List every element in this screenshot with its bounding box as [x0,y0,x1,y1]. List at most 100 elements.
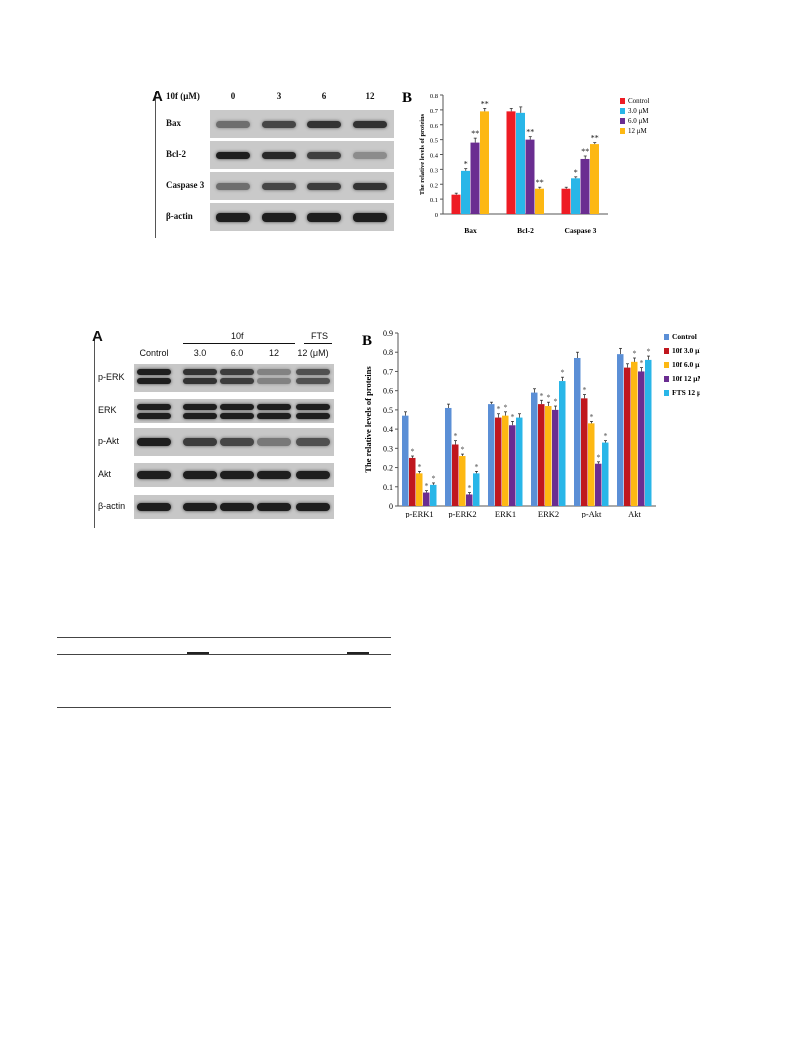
dose-label: 0 [230,91,236,101]
bar [459,456,466,506]
y-tick-label: 0.5 [430,138,438,145]
protein-band [220,471,254,479]
protein-band [262,182,296,190]
significance-marker: * [633,349,637,358]
bar [409,457,416,506]
column-label: 3.0 [193,348,207,358]
protein-band [137,369,171,375]
protein-band [137,471,171,479]
legend-label: Control [628,97,649,105]
y-tick-label: 0 [389,502,393,511]
protein-band [296,404,330,410]
table-short-rule [347,652,369,654]
bar [416,473,423,506]
legend-swatch [664,390,669,396]
significance-marker: ** [581,147,589,156]
legend-swatch [620,128,625,134]
protein-band [257,471,291,479]
significance-marker: ** [481,99,489,108]
significance-marker: * [504,403,508,412]
blot-strip [134,399,334,423]
row-label: β-actin [166,211,193,221]
significance-marker: * [432,474,436,483]
protein-band [353,182,387,190]
y-tick-label: 0.4 [430,153,439,160]
legend-label: FTS 12 μM [672,388,700,397]
bar [509,425,516,506]
blot-strip [134,364,334,392]
protein-band [257,378,291,384]
y-tick-label: 0.5 [383,406,393,415]
category-label: ERK1 [495,509,516,518]
protein-band [183,404,217,410]
figure1-panel-b: B 0 0.1 0.2 0.3 0.4 0.5 0.6 0.7 0.8 The relative l… [402,86,662,238]
protein-band [216,151,250,159]
y-tick-label: 0.1 [383,483,393,492]
column-label: 12 [268,348,279,358]
bar [445,407,452,506]
bar [624,367,631,506]
legend-label: 10f 3.0 μM [672,346,700,355]
protein-band [307,120,341,128]
bar [638,371,645,506]
bar [590,144,599,214]
protein-band [216,182,250,190]
significance-marker: * [461,445,465,454]
panel-left-rule [155,92,156,238]
row-label: Akt [98,469,112,479]
blot-strip [210,172,394,200]
significance-marker: * [640,359,644,368]
row-label: Bax [166,118,182,128]
y-tick-label: 0.9 [383,329,393,338]
protein-band [262,212,296,222]
category-label: Caspase 3 [565,226,597,235]
protein-band [296,378,330,384]
bar [516,417,523,506]
bar [525,139,535,214]
bar [602,442,609,506]
protein-band [137,404,171,410]
significance-marker: * [547,393,551,402]
y-tick-label: 0.4 [383,425,393,434]
y-tick-label: 0.1 [430,197,438,204]
protein-band [183,503,217,511]
row-label: p-Akt [98,436,120,446]
protein-band [257,438,291,446]
category-label: Bcl-2 [517,226,534,235]
legend-swatch [620,98,625,104]
legend-swatch [664,376,669,382]
bar [516,112,525,214]
category-label: Akt [628,509,641,518]
bar [480,111,489,214]
bar [631,361,638,506]
significance-marker: * [561,368,565,377]
protein-band [262,151,296,159]
row-label: ERK [98,405,117,415]
group-underline-fts [304,343,332,344]
dose-label: 12 [365,91,375,101]
bar [552,409,559,506]
protein-band [220,438,254,446]
protein-band [296,369,330,375]
y-tick-label: 0.2 [383,464,393,473]
y-axis-label: The relative levels of proteins [363,366,373,473]
dose-label: 6 [321,91,327,101]
protein-band [137,438,171,446]
protein-band [353,212,387,222]
significance-marker: * [540,391,544,400]
protein-band [353,120,387,128]
bar-chart-protein-levels: B 0 0.1 0.2 0.3 0.4 0.5 0.6 0.7 0.8 The relative l… [402,90,649,235]
legend-swatch [620,108,625,114]
protein-band [257,413,291,419]
significance-marker: * [511,412,515,421]
y-axis-label: The relative levels of proteins [419,113,426,195]
significance-marker: * [468,484,472,493]
column-label: 6.0 [230,348,244,358]
significance-marker: * [497,405,501,414]
protein-band [183,471,217,479]
significance-marker: * [583,386,587,395]
y-tick-label: 0 [435,212,438,219]
protein-band [307,212,341,222]
panel-letter: B [402,90,412,106]
protein-band [353,151,387,159]
